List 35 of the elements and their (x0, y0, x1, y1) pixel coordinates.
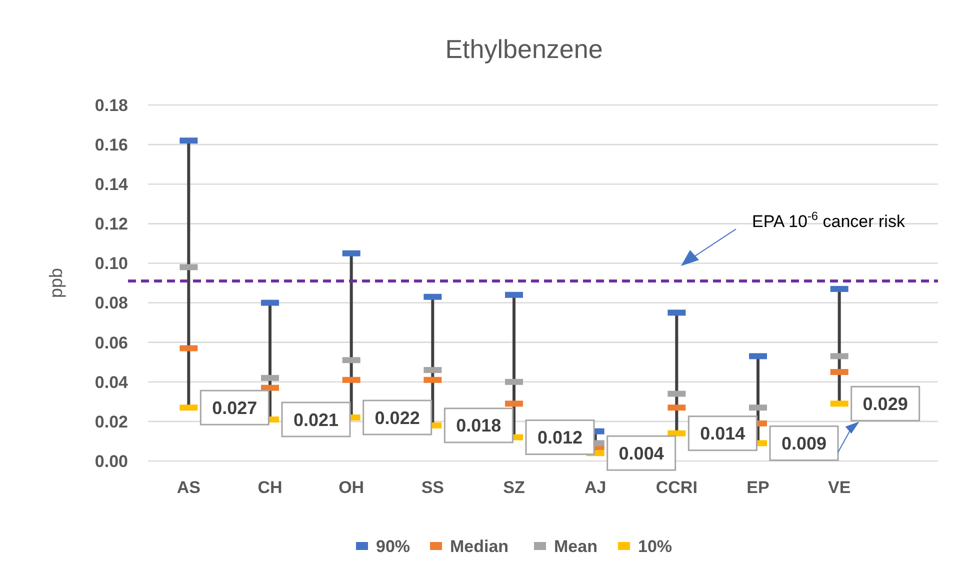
legend-label: 90% (376, 536, 410, 556)
y-tick-label: 0.04 (94, 372, 129, 392)
chart-title: Ethylbenzene (445, 34, 603, 64)
legend-label: Mean (554, 536, 598, 556)
y-tick-label: 0.00 (94, 452, 128, 471)
data-label: 0.022 (374, 408, 420, 428)
y-tick-label: 0.10 (94, 254, 128, 274)
y-tick-label: 0.12 (94, 214, 128, 234)
x-tick-label: AS (176, 478, 200, 497)
ref-line-label: EPA 10$^{-6}$ cancer risk (752, 209, 906, 232)
y-tick-label: 0.14 (94, 175, 129, 194)
x-tick-label: SS (421, 478, 444, 497)
x-tick-label: SZ (503, 478, 525, 497)
y-tick-label: 0.02 (94, 412, 128, 432)
y-tick-label: 0.06 (94, 333, 128, 352)
x-tick-label: AJ (584, 478, 606, 497)
legend-label: Median (450, 536, 509, 556)
y-tick-label: 0.16 (94, 136, 128, 155)
data-label: 0.014 (700, 424, 746, 444)
x-tick-label: EP (746, 478, 770, 497)
y-tick-label: 0.18 (94, 96, 128, 115)
data-label: 0.012 (537, 428, 583, 448)
y-tick-label: 0.08 (94, 294, 128, 313)
data-label: 0.004 (618, 443, 664, 464)
data-label: 0.029 (862, 394, 908, 414)
x-tick-label: CCRI (656, 478, 698, 497)
x-tick-label: OH (338, 478, 364, 497)
data-label: 0.009 (781, 434, 827, 454)
data-label: 0.027 (212, 398, 258, 418)
x-tick-label: VE (828, 478, 851, 497)
legend-label: 10% (638, 536, 672, 556)
data-label: 0.021 (293, 410, 339, 430)
y-axis-title: ppb (46, 268, 66, 298)
x-tick-label: CH (258, 478, 282, 497)
data-label: 0.018 (456, 416, 502, 436)
